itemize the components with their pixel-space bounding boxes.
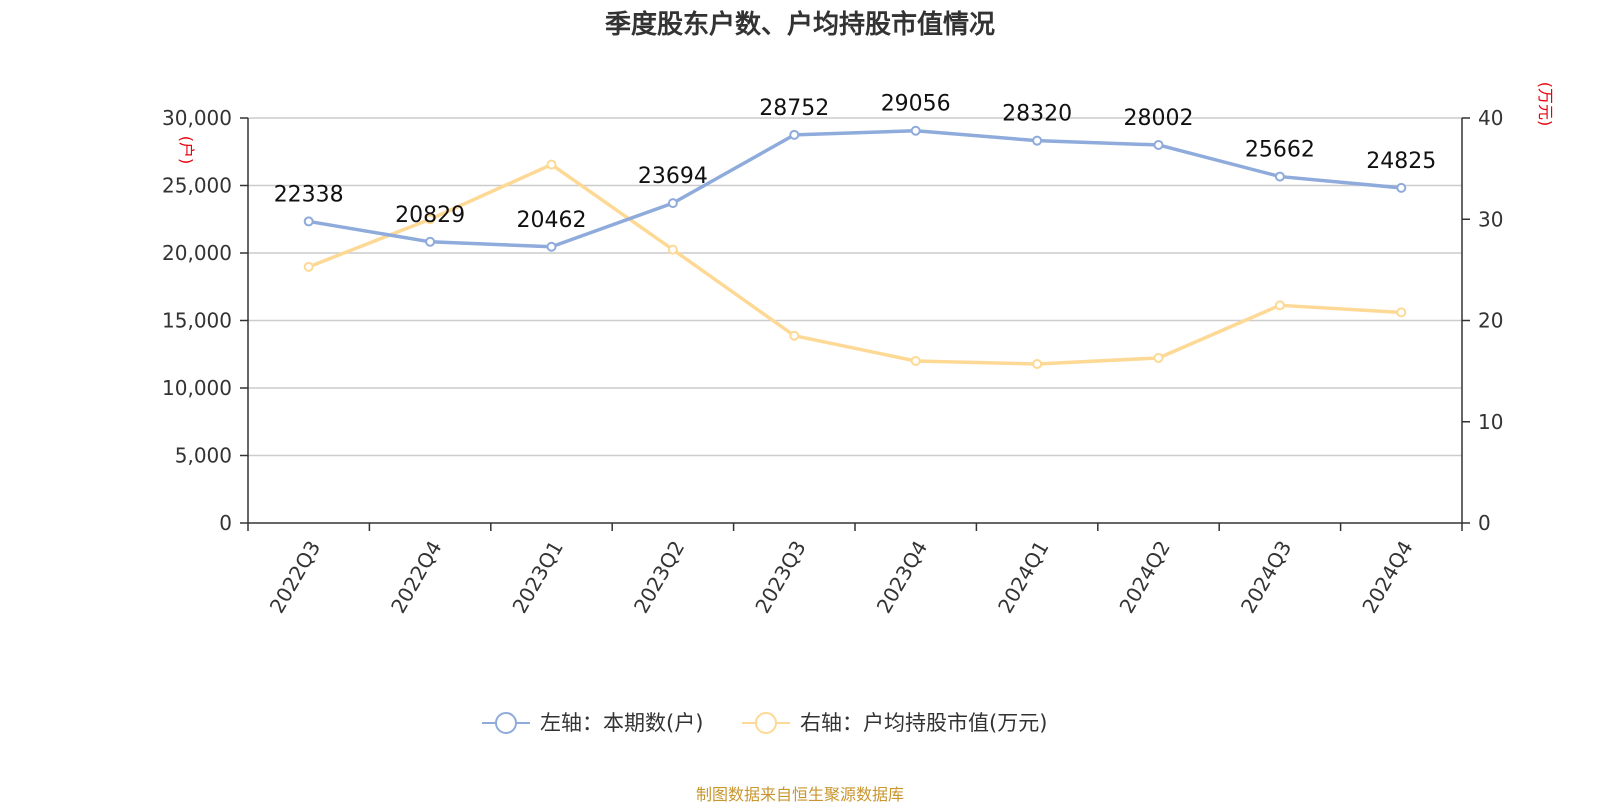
left-series-line: [308, 128, 1402, 249]
legend-label: 右轴：户均持股市值(万元): [800, 711, 1047, 735]
series-lines: [303, 125, 1407, 370]
right-tick-label: 10: [1478, 410, 1503, 434]
legend-marker: [495, 712, 517, 734]
right-series-point: [546, 159, 557, 170]
data-label: 24825: [1366, 149, 1436, 174]
right-tick-label: 0: [1478, 511, 1491, 535]
left-series-point: [425, 236, 436, 247]
left-tick-label: 10,000: [162, 376, 232, 400]
x-tick-label: 2023Q3: [750, 537, 810, 618]
right-series-point: [789, 330, 800, 341]
right-tick-label: 40: [1478, 106, 1503, 130]
x-tick-label: 2023Q4: [872, 537, 932, 618]
data-label: 28752: [759, 96, 829, 121]
left-series-point: [1274, 171, 1285, 182]
x-tick-label: 2024Q4: [1357, 537, 1417, 618]
left-tick-label: 20,000: [162, 241, 232, 265]
left-tick-label: 0: [219, 511, 232, 535]
grid-lines: [248, 117, 1462, 457]
right-tick-label: 30: [1478, 207, 1503, 231]
chart-title: 季度股东户数、户均持股市值情况: [604, 10, 995, 40]
x-tick-label: 2023Q2: [629, 537, 689, 618]
legend: 左轴：本期数(户) 右轴：户均持股市值(万元): [482, 711, 1047, 735]
data-label: 20829: [395, 203, 465, 228]
left-series-point: [303, 216, 314, 227]
left-axis-unit: (户): [177, 136, 196, 165]
legend-item-left-axis: 左轴：本期数(户): [482, 711, 703, 735]
x-tick-label: 2024Q2: [1114, 537, 1174, 618]
data-labels: 22338 20829 20462 23694 28752 29056 28320 28002…: [274, 92, 1437, 233]
left-series-point: [1153, 139, 1164, 150]
data-label: 29056: [881, 92, 951, 117]
left-series-point: [789, 129, 800, 140]
data-label: 28002: [1124, 106, 1194, 131]
left-series-point: [1032, 135, 1043, 146]
data-label: 20462: [517, 208, 587, 233]
left-series-point: [546, 241, 557, 252]
data-label: 23694: [638, 164, 708, 189]
left-series-point: [910, 125, 921, 136]
right-series-point: [667, 244, 678, 255]
data-label: 28320: [1002, 102, 1072, 127]
left-tick-label: 25,000: [162, 174, 232, 198]
legend-marker: [755, 712, 777, 734]
left-series-point: [667, 198, 678, 209]
x-tick-label: 2024Q1: [993, 537, 1053, 618]
right-tick-label: 20: [1478, 309, 1503, 333]
legend-item-right-axis: 右轴：户均持股市值(万元): [742, 711, 1047, 735]
x-tick-label: 2024Q3: [1236, 537, 1296, 618]
right-series-point: [1396, 307, 1407, 318]
left-series-point: [1396, 182, 1407, 193]
right-series-point: [303, 261, 314, 272]
right-series-point: [425, 214, 436, 225]
right-axis-unit: (万元): [1536, 82, 1555, 127]
data-label: 25662: [1245, 138, 1315, 163]
legend-label: 左轴：本期数(户): [540, 711, 703, 735]
x-tick-label: 2023Q1: [507, 537, 567, 618]
x-tick-label: 2022Q3: [265, 537, 325, 618]
left-tick-label: 30,000: [162, 106, 232, 130]
right-series-point: [1032, 359, 1043, 370]
data-label: 22338: [274, 182, 344, 207]
x-tick-label: 2022Q4: [386, 537, 446, 618]
source-note: 制图数据来自恒生聚源数据库: [695, 785, 904, 804]
right-series-point: [1274, 300, 1285, 311]
right-series-point: [1153, 352, 1164, 363]
right-series-point: [910, 356, 921, 366]
left-tick-label: 5,000: [175, 444, 232, 468]
right-series-line: [308, 162, 1402, 366]
left-tick-label: 15,000: [162, 309, 232, 333]
